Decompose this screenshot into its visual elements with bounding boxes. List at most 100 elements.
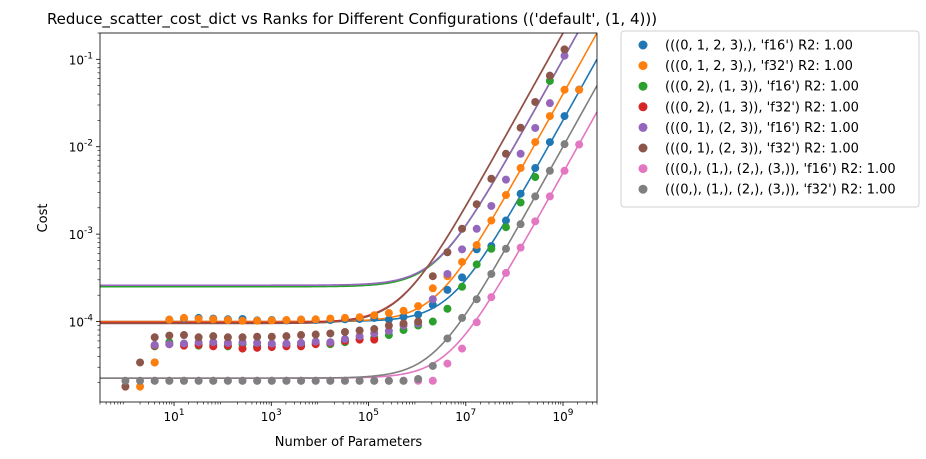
data-point (487, 201, 496, 210)
data-point (194, 376, 203, 385)
data-point (531, 123, 540, 132)
data-point (545, 166, 554, 175)
x-axis-label: Number of Parameters (275, 435, 423, 450)
fit-line (100, 33, 564, 325)
data-point (194, 314, 203, 323)
data-point (487, 174, 496, 183)
data-point (487, 244, 496, 253)
legend-marker (638, 40, 648, 50)
data-point (209, 315, 218, 324)
data-point (238, 333, 247, 342)
data-point (443, 334, 452, 343)
data-point (531, 173, 540, 182)
data-point (428, 295, 437, 304)
data-point (355, 376, 364, 385)
legend: (((0, 1, 2, 3),), 'f16') R2: 1.00 (((0, 1… (620, 30, 920, 208)
data-point (428, 284, 437, 293)
data-point (121, 376, 130, 385)
y-tick-label: 10-1 (69, 51, 93, 67)
data-point (501, 223, 510, 232)
data-point (297, 331, 306, 340)
data-point (223, 376, 232, 385)
x-tick-label: 101 (164, 408, 185, 424)
y-tick-label: 10-2 (69, 139, 93, 155)
data-point (458, 313, 467, 322)
data-point (340, 376, 349, 385)
data-point (238, 376, 247, 385)
data-point (428, 361, 437, 370)
data-point (545, 192, 554, 201)
data-point (531, 97, 540, 106)
data-point (209, 332, 218, 341)
data-point (282, 316, 291, 325)
data-point (545, 99, 554, 108)
legend-label: (((0, 2), (1, 3)), 'f32') R2: 1.00 (665, 100, 859, 115)
data-point (516, 164, 525, 173)
data-point (253, 332, 262, 341)
y-tick-label: 10-3 (69, 226, 93, 242)
data-point (399, 319, 408, 328)
legend-label: (((0, 1, 2, 3),), 'f32') R2: 1.00 (665, 59, 853, 74)
data-point (516, 123, 525, 132)
data-point (370, 325, 379, 334)
data-point (340, 327, 349, 336)
data-point (326, 329, 335, 338)
data-point (560, 166, 569, 175)
data-point (428, 272, 437, 281)
data-point (370, 311, 379, 320)
data-point (384, 309, 393, 318)
legend-label: (((0,), (1,), (2,), (3,)), 'f32') R2: 1.… (665, 183, 896, 198)
legend-label: (((0, 1), (2, 3)), 'f32') R2: 1.00 (665, 142, 859, 157)
legend-marker (638, 122, 648, 132)
legend-label: (((0,), (1,), (2,), (3,)), 'f16') R2: 1.… (665, 162, 896, 177)
data-point (531, 192, 540, 201)
data-point (311, 330, 320, 339)
data-point (326, 314, 335, 323)
data-point (326, 376, 335, 385)
data-point (501, 175, 510, 184)
data-point (560, 112, 569, 121)
data-point (472, 241, 481, 250)
legend-box (620, 30, 920, 208)
data-point (428, 376, 437, 385)
legend-marker (638, 61, 648, 71)
data-point (458, 344, 467, 353)
data-point (340, 313, 349, 322)
data-point (414, 310, 423, 319)
data-point (472, 200, 481, 209)
data-point (458, 282, 467, 291)
data-point (355, 326, 364, 335)
fit-line (100, 33, 597, 323)
x-tick-label: 107 (455, 408, 476, 424)
data-layer (100, 33, 597, 391)
legend-label: (((0, 1), (2, 3)), 'f16') R2: 1.00 (665, 121, 859, 136)
data-point (355, 313, 364, 322)
data-point (428, 317, 437, 326)
data-point (267, 316, 276, 325)
data-point (501, 191, 510, 200)
data-point (472, 318, 481, 327)
data-point (297, 338, 306, 347)
data-point (311, 376, 320, 385)
data-point (443, 269, 452, 278)
data-point (340, 335, 349, 344)
data-point (399, 306, 408, 315)
data-point (501, 216, 510, 225)
data-point (472, 295, 481, 304)
data-point (150, 340, 159, 349)
legend-marker (638, 81, 648, 91)
data-point (545, 112, 554, 121)
data-point (443, 359, 452, 368)
data-point (267, 376, 276, 385)
data-point (267, 339, 276, 348)
data-point (297, 376, 306, 385)
data-point (384, 315, 393, 324)
data-point (487, 293, 496, 302)
data-point (179, 376, 188, 385)
data-point (209, 376, 218, 385)
data-point (311, 337, 320, 346)
data-point (516, 243, 525, 252)
data-point (531, 217, 540, 226)
data-point (516, 149, 525, 158)
